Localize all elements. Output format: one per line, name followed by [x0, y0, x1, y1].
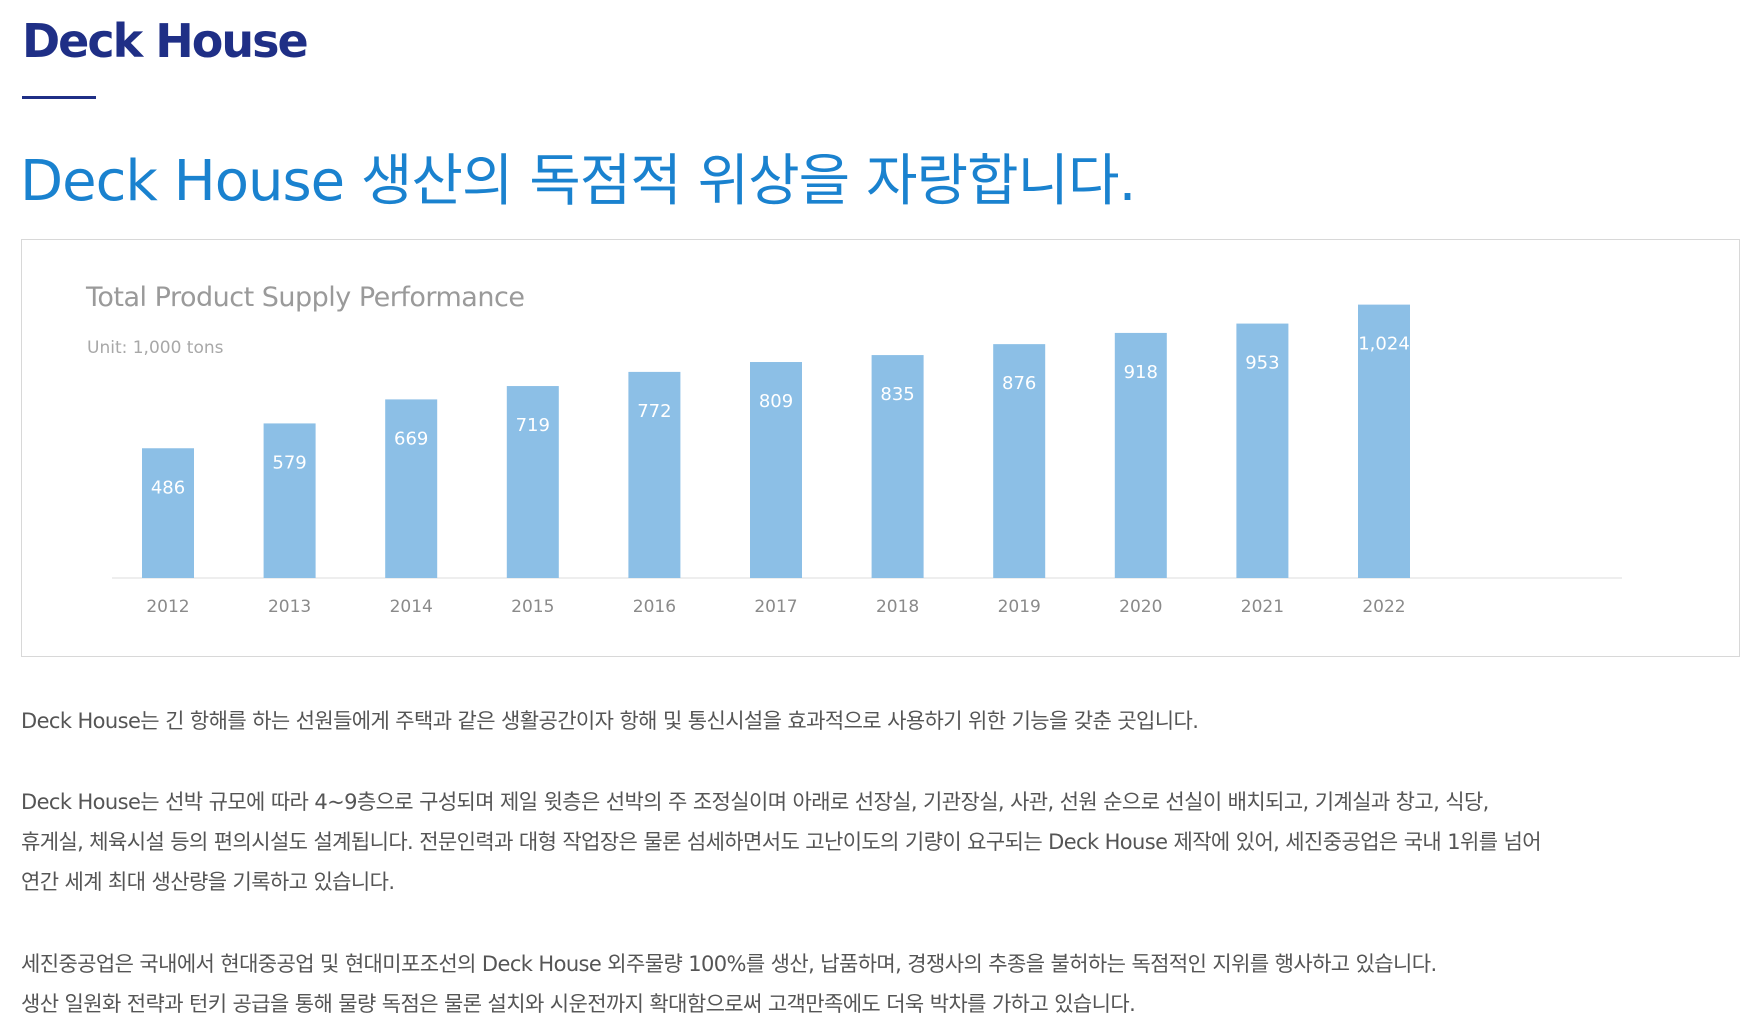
bar-2015: [506, 386, 559, 578]
intro-paragraph: Deck House는 긴 항해를 하는 선원들에게 주택과 같은 생활공간이자…: [21, 701, 1741, 741]
x-tick-label: 2018: [876, 597, 919, 617]
bar-2018: [871, 355, 924, 578]
chart-title: Total Product Supply Performance: [85, 282, 524, 313]
paragraph-line: Deck House는 긴 항해를 하는 선원들에게 주택과 같은 생활공간이자…: [21, 709, 1199, 733]
bar-value-label: 486: [151, 477, 185, 498]
bar-2022: [1358, 304, 1410, 578]
x-tick-label: 2021: [1241, 597, 1284, 617]
bar-chart-svg: Total Product Supply Performance Unit: 1…: [85, 282, 1622, 617]
bar-value-label: 918: [1124, 362, 1158, 383]
x-tick-label: 2017: [754, 597, 797, 617]
bar-value-label: 835: [880, 384, 914, 405]
bar-value-label: 809: [759, 391, 793, 412]
bar-2016: [628, 371, 681, 578]
bar-2020: [1114, 332, 1167, 578]
paragraph-line: 세진중공업은 국내에서 현대중공업 및 현대미포조선의 Deck House 외…: [21, 952, 1437, 976]
bar-value-label: 876: [1002, 373, 1036, 394]
bar-2012: [142, 448, 194, 578]
x-tick-label: 2013: [268, 597, 311, 617]
x-tick-label: 2020: [1119, 597, 1162, 617]
x-tick-label: 2014: [390, 597, 433, 617]
headline: Deck House 생산의 독점적 위상을 자랑합니다.: [20, 149, 1136, 214]
title-underline: [22, 96, 96, 99]
supply-performance-chart: Total Product Supply Performance Unit: 1…: [21, 239, 1740, 657]
bar-2021: [1236, 323, 1289, 578]
x-tick-label: 2015: [511, 597, 554, 617]
bar-value-label: 953: [1245, 353, 1279, 374]
bar-2019: [993, 344, 1046, 578]
market-paragraph: 세진중공업은 국내에서 현대중공업 및 현대미포조선의 Deck House 외…: [21, 944, 1741, 1024]
bar-value-label: 669: [394, 428, 428, 449]
structure-paragraph: Deck House는 선박 규모에 따라 4~9층으로 구성되며 제일 윗층은…: [21, 782, 1741, 902]
x-tick-label: 2012: [146, 597, 189, 617]
bar-2014: [385, 399, 438, 578]
x-tick-label: 2022: [1362, 597, 1405, 617]
chart-unit-label: Unit: 1,000 tons: [87, 338, 224, 358]
paragraph-line: 생산 일원화 전략과 턴키 공급을 통해 물량 독점은 물론 설치와 시운전까지…: [21, 992, 1136, 1016]
bar-value-label: 579: [272, 452, 306, 473]
bar-value-label: 772: [637, 401, 671, 422]
bars-group: 486 2012 579 2013 669 2014 719 2015 772 2016 809 20…: [142, 304, 1410, 617]
paragraph-line: Deck House는 선박 규모에 따라 4~9층으로 구성되며 제일 윗층은…: [21, 790, 1489, 814]
x-tick-label: 2019: [998, 597, 1041, 617]
bar-2017: [750, 362, 802, 578]
paragraph-line: 연간 세계 최대 생산량을 기록하고 있습니다.: [21, 870, 395, 894]
x-tick-label: 2016: [633, 597, 676, 617]
bar-value-label: 1,024: [1358, 334, 1410, 355]
paragraph-line: 휴게실, 체육시설 등의 편의시설도 설계됩니다. 전문인력과 대형 작업장은 …: [21, 830, 1542, 854]
bar-value-label: 719: [516, 415, 550, 436]
bar-2013: [263, 423, 316, 578]
section-title: Deck House: [22, 14, 309, 68]
